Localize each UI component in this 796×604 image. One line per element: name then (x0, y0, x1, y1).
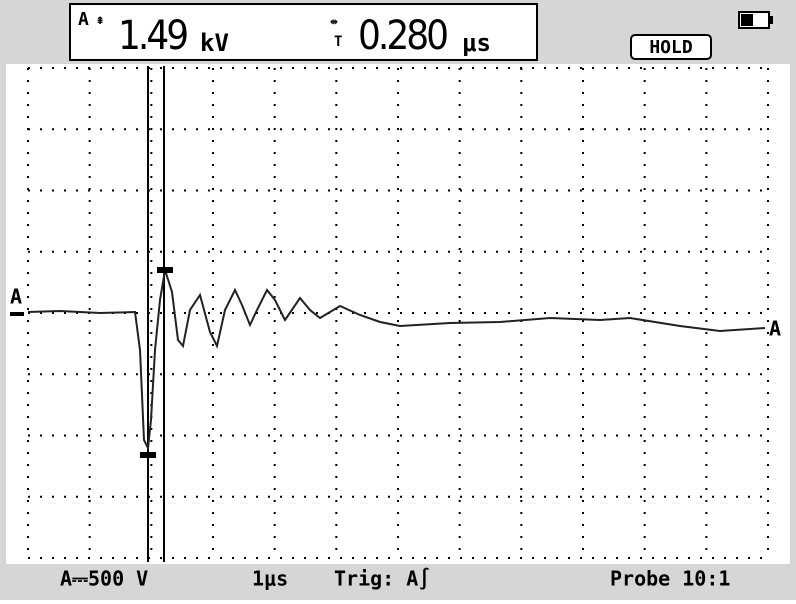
cursor-1-marker (140, 452, 156, 458)
probe: Probe 10:1 (610, 567, 730, 591)
battery-tip (769, 16, 773, 24)
cursor-2-marker (157, 267, 173, 273)
readout-time: 0.280 (358, 13, 447, 59)
readout-channel: A (78, 9, 89, 30)
ground-marker (10, 312, 24, 316)
readout-voltage-unit: kV (200, 29, 229, 57)
hold-status: HOLD (649, 37, 693, 58)
grid (27, 67, 769, 559)
time-icon: ⇹ (330, 15, 338, 30)
waveform (27, 269, 766, 452)
time-icon-t: T (334, 34, 342, 50)
readout-box (69, 3, 538, 61)
channel-scale: A⎓500 V (60, 567, 148, 591)
readout-voltage: 1.49 (118, 13, 187, 59)
trace-label-left: A (10, 285, 22, 309)
readout-time-unit: μs (462, 29, 491, 57)
hold-badge (630, 34, 712, 60)
trace-label-right: A (769, 317, 781, 341)
trigger: Trig: A∫ (334, 567, 430, 591)
timebase: 1μs (252, 567, 288, 591)
battery-level (741, 14, 753, 26)
amplitude-icon: ⇞ (96, 12, 104, 28)
